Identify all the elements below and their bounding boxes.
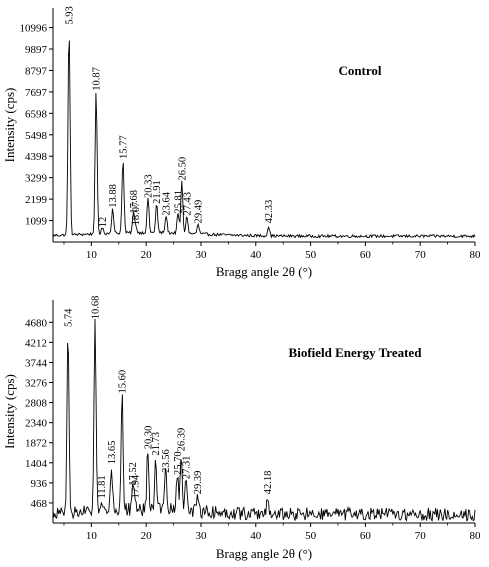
y-tick-label: 1404 <box>25 458 48 470</box>
peak-label: 10.87 <box>92 67 103 91</box>
y-tick-label: 1099 <box>25 216 48 228</box>
y-axis-title: Intensity (cps) <box>2 374 17 449</box>
y-tick-label: 6598 <box>25 108 48 120</box>
peak-label: 21.73 <box>151 432 162 456</box>
y-tick-label: 2340 <box>25 418 48 430</box>
y-tick-label: 4212 <box>25 337 47 349</box>
y-tick-label: 5498 <box>25 130 48 142</box>
diffraction-trace <box>52 318 476 522</box>
y-tick-label: 2808 <box>25 398 48 410</box>
panel-title: Biofield Energy Treated <box>289 345 423 360</box>
peak-label: 27.43 <box>182 192 193 216</box>
x-tick-label: 40 <box>250 530 262 542</box>
y-tick-label: 3744 <box>25 357 48 369</box>
x-tick-label: 30 <box>195 530 207 542</box>
x-tick-label: 60 <box>360 249 372 261</box>
peak-label: 5.93 <box>65 6 76 24</box>
x-tick-label: 20 <box>141 530 153 542</box>
treated-panel: 10 20 30 40 50 60 70 80 468 936 1404 1872 2340 2808 32… <box>2 296 481 561</box>
peak-label: 26.39 <box>177 428 188 452</box>
diffraction-trace <box>52 40 476 239</box>
peak-label: 42.18 <box>263 471 274 495</box>
y-tick-label: 7697 <box>25 87 48 99</box>
peak-label: 25.81 <box>174 190 185 214</box>
peak-label: 17.52 <box>128 462 139 486</box>
x-tick-label: 70 <box>415 249 427 261</box>
y-tick-label: 4680 <box>25 317 48 329</box>
peak-label: 12 <box>98 217 109 228</box>
x-axis-title: Bragg angle 2θ (°) <box>216 546 312 561</box>
x-tick-label: 40 <box>250 249 262 261</box>
y-tick-label: 2199 <box>25 194 48 206</box>
x-tick-label: 30 <box>195 249 207 261</box>
peak-label: 17.94 <box>130 474 141 498</box>
x-tick-label: 60 <box>360 530 372 542</box>
peak-label: 20.33 <box>143 174 154 198</box>
peak-label: 11.81 <box>97 475 108 498</box>
y-tick-label: 1872 <box>25 438 47 450</box>
peak-label: 27.31 <box>182 456 193 480</box>
peak-label: 29.49 <box>194 200 205 224</box>
y-tick-label: 3299 <box>25 173 48 185</box>
x-tick-label: 20 <box>141 249 153 261</box>
x-tick-label: 70 <box>415 530 427 542</box>
peak-label: 21.91 <box>152 180 163 204</box>
peak-label: 23.64 <box>162 191 173 215</box>
x-tick-label: 50 <box>305 530 317 542</box>
y-tick-label: 10996 <box>20 23 48 35</box>
y-tick-label: 4398 <box>25 151 48 163</box>
y-tick-label: 8797 <box>25 65 48 77</box>
peak-label: 15.77 <box>118 135 129 159</box>
x-tick-label: 10 <box>86 530 98 542</box>
x-tick-label: 80 <box>470 249 482 261</box>
x-tick-label: 80 <box>470 530 482 542</box>
peak-label: 29.39 <box>193 471 204 495</box>
x-tick-label: 50 <box>305 249 317 261</box>
x-tick-label: 10 <box>86 249 98 261</box>
panel-title: Control <box>338 63 381 78</box>
control-panel: 10 20 30 40 50 60 70 80 1099 2199 3299 4398 5498 6598… <box>2 6 481 279</box>
peak-label: 18.07 <box>131 202 142 226</box>
y-axis-title: Intensity (cps) <box>2 88 17 163</box>
peak-label: 17.68 <box>129 190 140 214</box>
x-axis-title: Bragg angle 2θ (°) <box>216 264 312 279</box>
peak-label: 13.88 <box>108 184 119 208</box>
peak-label: 42.33 <box>264 200 275 224</box>
peak-label: 10.68 <box>91 296 102 320</box>
peak-label: 5.74 <box>64 308 75 327</box>
y-tick-label: 3276 <box>25 378 48 390</box>
peak-label: 25.70 <box>173 451 184 475</box>
peak-label: 26.50 <box>177 157 188 181</box>
y-tick-label: 468 <box>31 498 48 510</box>
peak-label: 13.65 <box>107 441 118 465</box>
peak-label: 23.56 <box>161 449 172 473</box>
y-tick-label: 9897 <box>25 44 48 56</box>
y-tick-label: 936 <box>31 478 48 490</box>
peak-label: 15.60 <box>118 370 129 394</box>
peak-label: 20.30 <box>143 426 154 450</box>
